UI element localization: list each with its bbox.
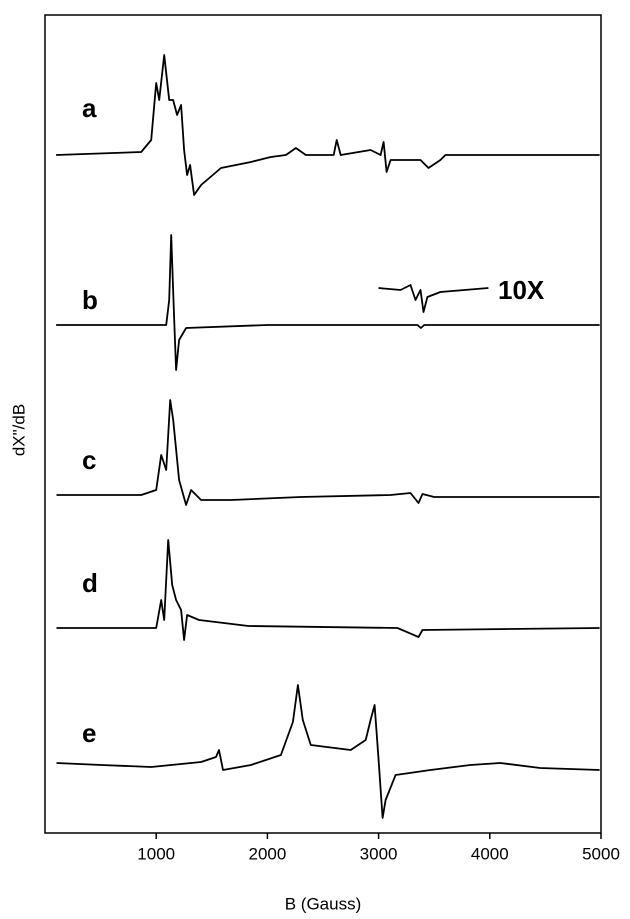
x-tick-label: 3000	[360, 844, 398, 863]
trace-label: a	[82, 93, 97, 123]
x-tick-label: 5000	[582, 844, 620, 863]
trace-label: e	[82, 718, 96, 748]
x-tick-label: 1000	[137, 844, 175, 863]
x-tick-label: 2000	[248, 844, 286, 863]
spectrum-line	[56, 399, 600, 506]
trace-label: d	[82, 568, 98, 598]
x-axis-label: B (Gauss)	[285, 894, 362, 913]
plot-frame	[44, 14, 602, 834]
trace-label: 10X	[498, 275, 545, 305]
trace-label: b	[82, 285, 98, 315]
y-axis-label: dX"/dB	[9, 404, 28, 456]
spectrum-line	[56, 234, 600, 371]
spectrum-line	[56, 539, 600, 641]
spectrum-line	[378, 284, 489, 313]
x-tick-label: 4000	[471, 844, 509, 863]
trace-label: c	[82, 445, 96, 475]
spectrum-line	[56, 684, 600, 819]
spectrum-line	[56, 54, 600, 196]
